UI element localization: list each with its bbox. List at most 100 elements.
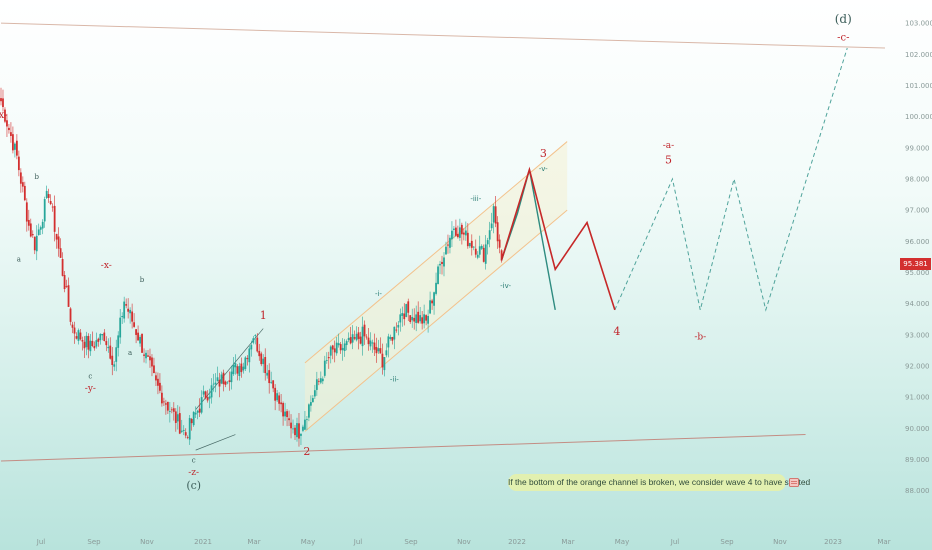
wave-label: 1 — [260, 309, 267, 322]
x-tick-label: 2022 — [508, 538, 526, 546]
candle-body — [17, 156, 20, 171]
candle-body — [174, 411, 177, 423]
candle-body — [89, 340, 92, 352]
candle-body — [0, 98, 2, 102]
candle-body — [282, 402, 284, 417]
wave-label: -a- — [663, 141, 674, 151]
y-tick-label: 102.000 — [905, 51, 932, 59]
candle-body — [133, 322, 135, 327]
candle-body — [482, 247, 485, 262]
candle-body — [244, 357, 247, 369]
candle-body — [188, 418, 191, 440]
candle-body — [252, 338, 255, 343]
candle-body — [49, 201, 52, 205]
x-tick-label: Nov — [140, 538, 154, 546]
trendline-support — [0, 434, 806, 462]
candle-body — [280, 402, 282, 405]
candle-body — [335, 342, 338, 354]
candle-body — [327, 357, 330, 359]
candle-body — [304, 419, 306, 430]
candle-body — [129, 309, 132, 314]
candle-body — [240, 363, 243, 373]
candle-body — [208, 396, 211, 399]
candle-body — [345, 341, 348, 346]
wave-label: -v- — [539, 165, 548, 173]
candle-body — [460, 224, 463, 235]
candle-body — [355, 333, 358, 341]
candle-body — [274, 387, 277, 401]
candle-body — [33, 236, 36, 251]
candle-body — [498, 239, 501, 248]
wave-label: c — [88, 372, 92, 380]
candle-body — [21, 182, 24, 187]
candle-body — [113, 364, 116, 367]
candle-body — [294, 427, 296, 436]
candle-body — [25, 202, 28, 222]
candle-body — [371, 342, 374, 344]
candle-body — [71, 324, 74, 328]
candle-body — [379, 348, 382, 354]
candle-body — [447, 244, 449, 246]
candle-body — [290, 422, 292, 429]
candle-body — [91, 340, 94, 346]
candle-body — [55, 233, 58, 240]
candle-body — [164, 403, 167, 405]
candle-body — [391, 337, 394, 341]
candle-body — [81, 339, 84, 342]
candle-body — [190, 419, 193, 424]
x-tick-label: Sep — [87, 538, 101, 546]
candle-body — [147, 355, 149, 357]
candle-body — [35, 235, 38, 252]
candle-body — [31, 234, 34, 236]
candle-body — [405, 304, 408, 317]
candle-body — [300, 433, 302, 436]
calendar-note-icon[interactable] — [789, 477, 799, 487]
candle-body — [85, 335, 88, 348]
candle-body — [470, 240, 473, 248]
candle-body — [232, 364, 235, 375]
y-tick-label: 95.000 — [905, 269, 930, 277]
candle-body — [309, 402, 312, 406]
candle-body — [194, 412, 197, 415]
candle-body — [351, 334, 354, 343]
wave-label: 2 — [303, 445, 310, 458]
candle-body — [375, 347, 378, 354]
candle-body — [37, 229, 40, 236]
candle-body — [480, 245, 483, 249]
candle-body — [6, 120, 8, 127]
x-tick-label: Jul — [353, 538, 363, 546]
trendline-wedge-upper — [195, 328, 264, 410]
candle-body — [155, 375, 157, 381]
candle-body — [67, 285, 70, 307]
x-tick-label: Mar — [561, 538, 574, 546]
candle-body — [401, 313, 404, 316]
candle-body — [51, 206, 54, 208]
candle-body — [278, 395, 281, 404]
candle-body — [343, 343, 346, 352]
candle-body — [311, 398, 314, 403]
candle-body — [313, 390, 316, 397]
candle-body — [435, 282, 437, 294]
candle-body — [73, 327, 76, 334]
candle-body — [455, 227, 457, 236]
annotation-note[interactable]: If the bottom of the orange channel is b… — [508, 474, 810, 491]
candle-body — [486, 240, 489, 245]
y-tick-label: 98.000 — [905, 175, 930, 183]
candle-body — [437, 266, 439, 285]
candle-body — [210, 385, 213, 398]
candle-body — [125, 304, 128, 306]
candle-body — [488, 230, 491, 240]
trendline-channel-upper — [304, 141, 568, 364]
wave-label: -c- — [837, 32, 849, 43]
candle-body — [242, 366, 245, 371]
wave-label: a — [17, 256, 21, 264]
candle-body — [143, 354, 145, 356]
candle-body — [228, 380, 231, 382]
x-tick-label: 2021 — [194, 538, 212, 546]
candle-body — [361, 326, 364, 347]
y-tick-label: 103.000 — [905, 20, 932, 28]
candle-body — [101, 333, 104, 336]
candle-body — [161, 392, 163, 404]
